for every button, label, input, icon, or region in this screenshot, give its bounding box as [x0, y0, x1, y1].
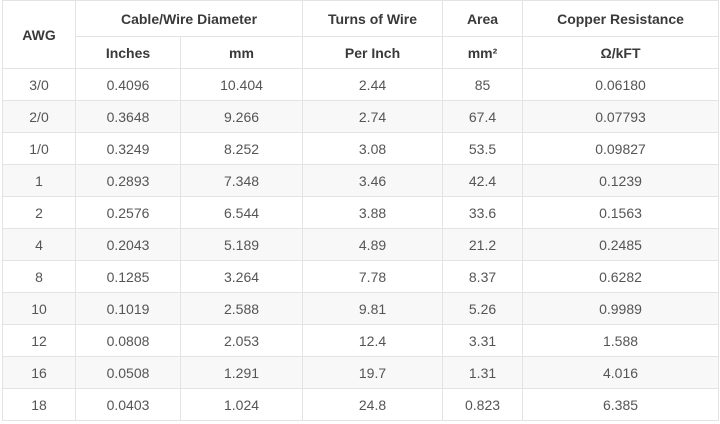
table-row: 12 0.0808 2.053 12.4 3.31 1.588	[2, 324, 720, 357]
table-cell: 0.1019	[75, 292, 181, 325]
table-cell: 1	[2, 164, 76, 197]
table-cell: 3/0	[2, 68, 76, 101]
header-cell: Turns of Wire	[302, 0, 444, 37]
table-cell: 10	[2, 292, 76, 325]
table-cell: 6.544	[179, 196, 304, 229]
table-cell: 1/0	[2, 132, 76, 165]
table-cell: 0.823	[442, 388, 524, 421]
table-cell: 1.588	[522, 324, 720, 357]
table-cell: 0.0508	[75, 356, 181, 389]
table-cell: 24.8	[302, 388, 444, 421]
table-cell: 19.7	[302, 356, 444, 389]
table-cell: 3.88	[302, 196, 444, 229]
table-cell: 4.016	[522, 356, 720, 389]
table-cell: 4	[2, 228, 76, 261]
table-cell: 0.1239	[522, 164, 720, 197]
table-cell: 10.404	[179, 68, 304, 101]
table-cell: 18	[2, 388, 76, 421]
table-cell: 33.6	[442, 196, 524, 229]
header-row: Inches mm Per Inch mm² Ω/kFT	[3, 36, 720, 69]
header-cell: mm	[179, 36, 304, 69]
header-cell: Area	[442, 0, 524, 37]
table-cell: 4.89	[302, 228, 444, 261]
table-cell: 0.1285	[75, 260, 181, 293]
table-cell: 7.78	[302, 260, 444, 293]
header-cell: Inches	[75, 36, 181, 69]
table-row: 10 0.1019 2.588 9.81 5.26 0.9989	[2, 292, 720, 325]
header-cell: Cable/Wire Diameter	[74, 0, 304, 37]
table-cell: 2.588	[179, 292, 304, 325]
table-row: 8 0.1285 3.264 7.78 8.37 0.6282	[2, 260, 720, 293]
table-cell: 0.0808	[75, 324, 181, 357]
table-cell: 3.31	[442, 324, 524, 357]
table-cell: 0.07793	[522, 100, 720, 133]
table-cell: 2	[2, 196, 76, 229]
table-cell: 5.189	[179, 228, 304, 261]
table-cell: 21.2	[442, 228, 524, 261]
table-cell: 1.024	[179, 388, 304, 421]
table-cell: 2.44	[302, 68, 444, 101]
table-cell: 3.08	[302, 132, 444, 165]
table-cell: 0.09827	[522, 132, 720, 165]
table-cell: 7.348	[179, 164, 304, 197]
table-cell: 0.4096	[75, 68, 181, 101]
header-cell: AWG	[2, 0, 76, 69]
table-row: 2/0 0.3648 9.266 2.74 67.4 0.07793	[2, 100, 720, 133]
table-cell: 5.26	[442, 292, 524, 325]
table-cell: 12.4	[302, 324, 444, 357]
table-cell: 9.81	[302, 292, 444, 325]
table-cell: 12	[2, 324, 76, 357]
table-cell: 1.291	[179, 356, 304, 389]
table-cell: 6.385	[522, 388, 720, 421]
table-cell: 0.2043	[75, 228, 181, 261]
table-cell: 0.3249	[75, 132, 181, 165]
table-cell: 8.37	[442, 260, 524, 293]
table-cell: 85	[442, 68, 524, 101]
table-cell: 0.2485	[522, 228, 720, 261]
table-row: 1 0.2893 7.348 3.46 42.4 0.1239	[2, 164, 720, 197]
table-row: 1/0 0.3249 8.252 3.08 53.5 0.09827	[2, 132, 720, 165]
header-cell: mm²	[442, 36, 524, 69]
header-cell: Ω/kFT	[522, 36, 720, 69]
table-cell: 0.2893	[75, 164, 181, 197]
table-cell: 53.5	[442, 132, 524, 165]
table-cell: 2.053	[179, 324, 304, 357]
table-cell: 9.266	[179, 100, 304, 133]
table-cell: 8	[2, 260, 76, 293]
table-cell: 1.31	[442, 356, 524, 389]
table-body: 3/0 0.4096 10.404 2.44 85 0.06180 2/0 0.3648 9.2…	[2, 68, 720, 421]
table-cell: 67.4	[442, 100, 524, 133]
table-cell: 16	[2, 356, 76, 389]
table-cell: 2.74	[302, 100, 444, 133]
table-cell: 42.4	[442, 164, 524, 197]
table-cell: 2/0	[2, 100, 76, 133]
header-cell: Copper Resistance	[522, 0, 720, 37]
header-cell: Per Inch	[302, 36, 444, 69]
table-cell: 8.252	[179, 132, 304, 165]
table-row: 4 0.2043 5.189 4.89 21.2 0.2485	[2, 228, 720, 261]
table-cell: 0.1563	[522, 196, 720, 229]
table-row: 16 0.0508 1.291 19.7 1.31 4.016	[2, 356, 720, 389]
table-cell: 3.46	[302, 164, 444, 197]
table-cell: 0.3648	[75, 100, 181, 133]
table-cell: 0.06180	[522, 68, 720, 101]
table-cell: 0.9989	[522, 292, 720, 325]
table-row: 3/0 0.4096 10.404 2.44 85 0.06180	[2, 68, 720, 101]
table-row: 2 0.2576 6.544 3.88 33.6 0.1563	[2, 196, 720, 229]
table-cell: 0.6282	[522, 260, 720, 293]
table-cell: 0.0403	[75, 388, 181, 421]
table-cell: 0.2576	[75, 196, 181, 229]
header-row: AWG Cable/Wire Diameter Turns of Wire Ar…	[2, 0, 720, 69]
table-cell: 3.264	[179, 260, 304, 293]
table-row: 18 0.0403 1.024 24.8 0.823 6.385	[2, 388, 720, 421]
